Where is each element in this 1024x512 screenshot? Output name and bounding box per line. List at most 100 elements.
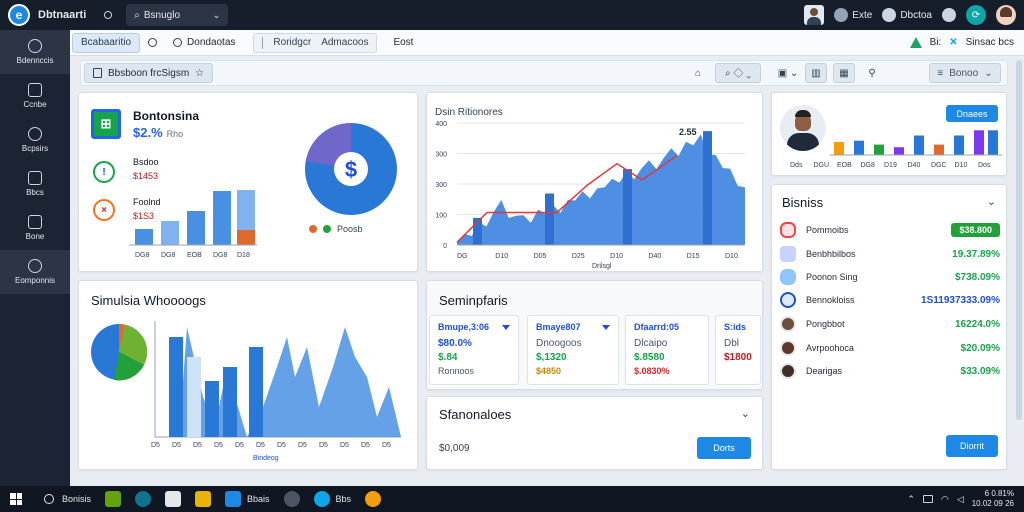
list-item[interactable]: Pommoibs $38.800 [780, 219, 1000, 241]
tab-fourth-label[interactable]: Admacoos [321, 37, 369, 48]
breadcrumb[interactable]: Bbsboon frcSigsm ☆ [84, 63, 214, 83]
clock-time: 6 0.81% [984, 489, 1014, 498]
submit-button[interactable]: Dorts [697, 437, 751, 459]
list-item[interactable]: Poonon Sing $738.09% [780, 266, 1000, 288]
pin-icon[interactable]: ☆ [195, 67, 205, 79]
user-avatar[interactable] [996, 5, 1016, 25]
settings-app-icon[interactable] [283, 491, 300, 507]
tab-first[interactable]: Bcabaaritio [72, 32, 141, 53]
stat-box-4[interactable]: S:ids Dbl $1800 [715, 315, 761, 385]
list-item[interactable]: Pongbbot 16224.0% [780, 313, 1000, 335]
tab-fifth[interactable]: Eost [385, 33, 421, 53]
simulation-title: Simulsia Whoooogs [91, 293, 206, 308]
sidebar-item-3[interactable]: Bcpsirs [0, 118, 70, 162]
tick-label: DG8 [161, 252, 176, 259]
chevron-down-icon[interactable]: ⌄ [986, 196, 996, 208]
taskbar-app-1[interactable]: Bbais [225, 491, 270, 507]
list-item[interactable]: Bennokloiss 1S11937333.09% [780, 289, 1000, 311]
submit-title: Sfanonaloes [439, 407, 512, 422]
list-item[interactable]: Dearigas $33.09% [780, 360, 1000, 382]
app-green-icon[interactable] [105, 491, 122, 507]
mail-icon [28, 83, 42, 97]
x-tick-label: D5 [235, 442, 244, 449]
sidebar-item-5[interactable]: Bone [0, 206, 70, 250]
stat-line-b: $.8580 [634, 352, 665, 363]
pie-slice [119, 323, 125, 352]
tab-third-label[interactable]: Roridgcr [273, 37, 312, 48]
tab-bar: Bcabaaritio Dondaotas Roridgcr Admacoos … [70, 30, 1024, 56]
settings-gear[interactable] [942, 8, 956, 22]
sidebar-item-6[interactable]: Eomponnis [0, 250, 70, 294]
overview-sub: Rho [166, 129, 184, 139]
browser-edge-icon[interactable] [135, 491, 152, 507]
stat-box-1[interactable]: Bmupe,3:06 $80.0% $.84 Ronnoos [429, 315, 519, 385]
home-icon[interactable]: ⌂ [694, 67, 702, 79]
app-logo-icon[interactable]: e [8, 4, 30, 26]
columns-icon[interactable]: ▥ [805, 63, 827, 83]
stat-line-a: $80.0% [438, 338, 472, 349]
app-window-icon[interactable] [165, 491, 182, 507]
top-item-1-label: Exte [852, 9, 873, 21]
tab-second[interactable] [140, 33, 165, 53]
battery-icon[interactable] [922, 495, 933, 503]
chrome-icon[interactable] [365, 491, 382, 507]
taskbar-search[interactable]: Bonisis [44, 494, 91, 504]
people-bar-chart: Dds DGU EOB DG8 D19 D40 DGC D10 Dos [790, 130, 1002, 169]
title-bar: e Dbtnaarti ⌕ Bsnuglo ⌄ Exte Dbctoa ⟳ [0, 0, 1024, 30]
search-dropdown[interactable]: ⌕ Bsnuglo ⌄ [126, 4, 229, 26]
list-item-label: Poonon Sing [806, 272, 858, 282]
x-tick-label: D5 [193, 442, 202, 449]
sidebar-item-1[interactable]: Bdennccis [0, 30, 70, 74]
wifi-icon[interactable]: ◠ [940, 493, 949, 504]
stat-box-3[interactable]: Dfaarrd:05 Dlcaipo $.8580 $.0830% [625, 315, 709, 385]
user-icon[interactable]: ⚲ [868, 67, 876, 79]
legend-dot-green [323, 225, 331, 233]
x-tick-label: D5 [172, 442, 181, 449]
list-item[interactable]: Avrpoohoca $20.09% [780, 337, 1000, 359]
folder-icon[interactable] [195, 491, 212, 507]
dollar-icon: $ [345, 157, 357, 182]
tick-label: EOB [187, 252, 202, 259]
start-icon[interactable] [10, 493, 22, 505]
view-dropdown[interactable]: ≡ Bonoo ⌄ [929, 63, 1001, 83]
chevron-down-icon[interactable]: ⌄ [740, 408, 750, 420]
stat-box-2[interactable]: Bmaye807 Dnoogoos $,1320 $4850 [527, 315, 619, 385]
list-item[interactable]: Benbhbilbos 19.37.89% [780, 243, 1000, 265]
area-spike-bar [623, 169, 632, 245]
list-item-value: $20.09% [960, 342, 1000, 354]
chevron-up-icon[interactable]: ⌃ [907, 493, 915, 504]
sync-button[interactable]: ⟳ [966, 5, 986, 25]
people-action-button[interactable]: Dnaees [946, 105, 998, 122]
top-item-2[interactable]: Dbctoa [882, 8, 932, 22]
top-item-1[interactable]: Exte [834, 8, 872, 22]
x-tick-label: D5 [256, 442, 265, 449]
list-item-label: Avrpoohoca [806, 343, 854, 353]
close-icon[interactable]: ✕ [949, 37, 958, 48]
list-title: Bisniss [782, 195, 824, 210]
pie-slice [114, 352, 144, 381]
chart-bar [187, 357, 201, 437]
scrollbar[interactable] [1016, 60, 1022, 420]
camera-icon[interactable]: ▣ ⌄ [777, 67, 799, 79]
tick-label: DG8 [135, 252, 150, 259]
profile-avatar[interactable] [804, 5, 825, 25]
sidebar-item-4[interactable]: Bbcs [0, 162, 70, 206]
clock[interactable]: 6 0.81% 10.02 09 26 [972, 489, 1014, 509]
submit-amount: $0,009 [439, 443, 470, 454]
drive-icon[interactable] [909, 37, 922, 48]
search-tools-button[interactable]: ⌕ ◇ ⌄ [715, 63, 761, 83]
sidebar-item-2[interactable]: Ccnbe [0, 74, 70, 118]
list-item-label: Bennokloiss [806, 295, 855, 305]
volume-icon[interactable]: ◁ [956, 493, 964, 504]
grid-icon[interactable]: ▦ [833, 63, 855, 83]
tab-third[interactable]: Dondaotas [165, 33, 243, 53]
puzzle-icon [882, 8, 897, 22]
x-tick-label: D5 [382, 442, 391, 449]
taskbar-app-2[interactable]: Bbs [313, 491, 351, 507]
area-chart: 400 300 300 100 0 2.55 DG D10 D05 D25 D10 D40 D15 D10… [435, 121, 745, 270]
clock-date: 10.02 09 26 [971, 499, 1014, 508]
cloud-icon [780, 269, 796, 285]
user-avatar [780, 363, 796, 379]
list-action-button[interactable]: Diorrit [946, 435, 998, 457]
stats-title: Seminpfaris [439, 293, 508, 308]
